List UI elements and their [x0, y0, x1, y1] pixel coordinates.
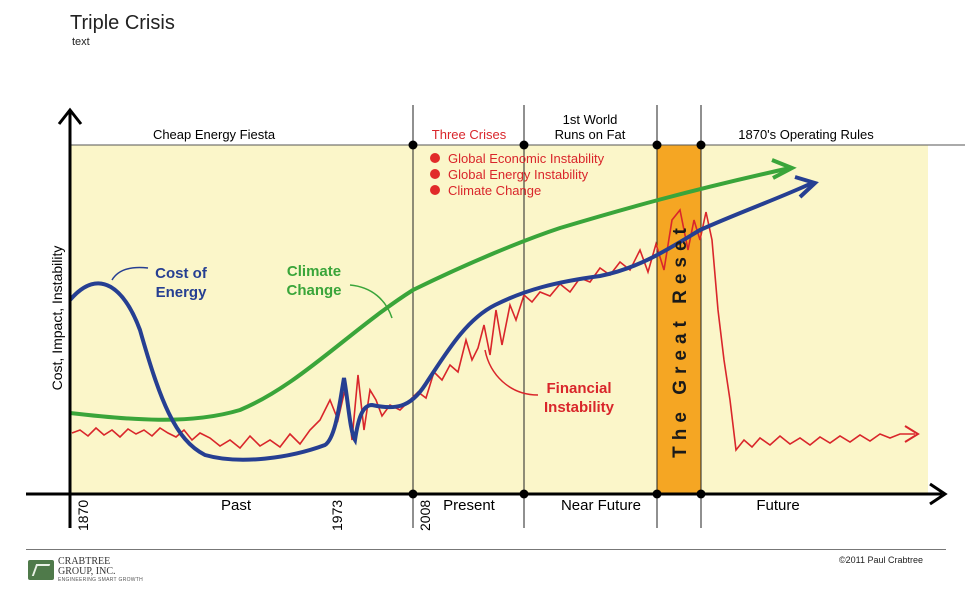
crisis-item: Global Energy Instability: [448, 167, 589, 182]
leaf-logo-icon: [28, 560, 54, 580]
financial-instability-arrowhead: [904, 425, 920, 443]
company-logo: CRABTREE GROUP, INC. ENGINEERING SMART G…: [28, 557, 143, 583]
crisis-bullet: [430, 185, 440, 195]
logo-tagline: ENGINEERING SMART GROWTH: [58, 577, 144, 583]
climate-change-label-line1: Climate: [287, 263, 341, 280]
great-reset-label: The Great Reset: [670, 222, 691, 458]
logo-line2: GROUP, INC.: [58, 566, 116, 577]
y-axis-label: Cost, Impact, Instability: [49, 246, 65, 391]
great-reset-band: [657, 145, 701, 494]
climate-change-arrowhead: [771, 158, 797, 180]
page-title: Triple Crisis: [70, 12, 175, 34]
financial-instability-label-line2: Instability: [544, 399, 615, 416]
financial-label-leader: [484, 349, 539, 396]
header-dot: [408, 140, 418, 150]
climate-change-label-line2: Change: [286, 282, 341, 299]
axis-dot: [652, 489, 662, 499]
era-cheap-energy-fiesta: Cheap Energy Fiesta: [153, 127, 276, 142]
crisis-item: Global Economic Instability: [448, 151, 605, 166]
cost-of-energy-arrowhead: [794, 175, 819, 199]
background-band: [70, 145, 928, 494]
x-period-present: Present: [443, 497, 496, 514]
x-axis-arrowhead: [929, 482, 948, 506]
cost-of-energy-label-line1: Cost of: [155, 265, 208, 282]
header-dot: [696, 140, 706, 150]
y-axis-arrowhead: [57, 107, 83, 125]
x-year-2008: 2008: [417, 500, 433, 531]
axis-dot: [408, 489, 418, 499]
cost-of-energy-curve: [68, 181, 813, 462]
era-first-world-line2: Runs on Fat: [555, 127, 626, 142]
financial-instability-label-line1: Financial: [546, 380, 611, 397]
copyright-notice: ©2011 Paul Crabtree: [838, 555, 923, 565]
era-1870s-operating-rules: 1870's Operating Rules: [738, 127, 874, 142]
x-period-past: Past: [221, 497, 252, 514]
axis-dot: [696, 489, 706, 499]
x-year-1973: 1973: [329, 500, 345, 531]
header-dot: [519, 140, 529, 150]
logo-wordmark: CRABTREE GROUP, INC. ENGINEERING SMART G…: [58, 556, 144, 584]
page-subtitle: text: [72, 36, 90, 48]
era-three-crises: Three Crises: [432, 127, 507, 142]
cost-label-leader: [111, 266, 149, 281]
crisis-bullet: [430, 153, 440, 163]
x-year-1870: 1870: [75, 500, 91, 531]
x-period-near-future: Near Future: [561, 497, 641, 514]
crisis-item: Climate Change: [448, 183, 541, 198]
footer-rule: [26, 549, 946, 550]
climate-change-curve: [69, 166, 791, 422]
crisis-bullet: [430, 169, 440, 179]
era-first-world-line1: 1st World: [563, 112, 618, 127]
header-dot: [652, 140, 662, 150]
x-period-future: Future: [756, 497, 799, 514]
financial-instability-curve: [71, 208, 915, 452]
axis-dot: [519, 489, 529, 499]
cost-of-energy-label-line2: Energy: [156, 284, 208, 301]
logo-line1: CRABTREE: [58, 556, 111, 567]
climate-label-leader: [349, 284, 393, 319]
